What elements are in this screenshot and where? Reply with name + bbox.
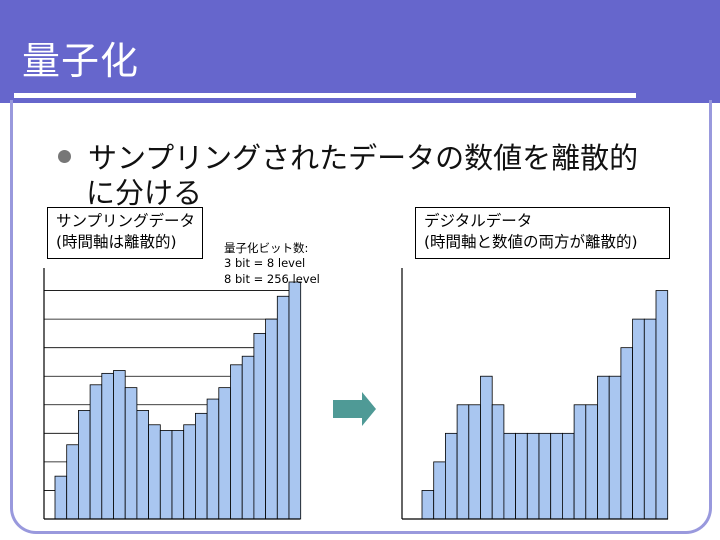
bar-21: [288, 281, 302, 520]
bar-6: [113, 370, 126, 520]
digital-data-label-line2: (時間軸と数値の両方が離散的): [424, 233, 638, 251]
bar-3: [78, 410, 91, 520]
bar-20: [643, 318, 657, 520]
sampled-data-label-line1: サンプリングデータ: [56, 212, 196, 230]
sampled-data-chart: [43, 268, 302, 520]
bullet-text-line1: サンプリングされたデータの数値を離散的: [88, 141, 639, 175]
bar-9: [515, 432, 528, 520]
digital-data-label-line1: デジタルデータ: [424, 212, 533, 230]
digital-data-label: デジタルデータ (時間軸と数値の両方が離散的): [415, 207, 670, 259]
bar-2: [433, 461, 446, 520]
bar-11: [171, 430, 185, 520]
digital-data-chart: [401, 268, 669, 520]
slide-title: 量子化: [22, 39, 140, 83]
bar-14: [206, 398, 220, 520]
bar-8: [503, 432, 516, 520]
quantization-bits-label: 量子化ビット数:: [224, 241, 309, 255]
bar-3: [444, 432, 458, 520]
bar-6: [480, 375, 493, 520]
bar-17: [608, 375, 622, 520]
bar-13: [562, 432, 575, 520]
bar-18: [253, 332, 266, 520]
bar-4: [89, 384, 103, 520]
right-arrow-icon: [333, 392, 376, 426]
bar-10: [526, 432, 540, 520]
bar-17: [241, 355, 255, 520]
bar-4: [456, 404, 470, 520]
sampled-data-label: サンプリングデータ (時間軸は離散的): [47, 207, 203, 259]
bar-1: [421, 490, 435, 520]
bullet-dot-icon: [58, 150, 71, 163]
bar-7: [124, 387, 138, 520]
bar-20: [276, 295, 290, 520]
bar-14: [573, 404, 587, 520]
bullet-text-line2: に分ける: [86, 176, 203, 210]
bar-5: [101, 372, 114, 520]
bar-7: [491, 404, 505, 520]
bar-21: [655, 290, 669, 520]
bar-10: [159, 430, 173, 520]
bar-18: [620, 347, 634, 520]
bar-12: [550, 432, 563, 520]
bar-1: [54, 475, 68, 520]
bar-5: [468, 404, 481, 520]
bar-2: [66, 444, 79, 520]
bar-12: [183, 424, 196, 520]
bar-16: [230, 364, 243, 520]
quantization-3bit-label: 3 bit = 8 level: [224, 256, 306, 270]
quantization-8bit-label: 8 bit = 256 level: [224, 272, 320, 286]
bar-8: [136, 410, 149, 520]
bar-15: [585, 404, 598, 520]
bar-11: [538, 432, 552, 520]
bar-16: [597, 375, 610, 520]
bar-19: [265, 318, 278, 520]
sampled-data-label-line2: (時間軸は離散的): [56, 233, 177, 251]
slide-frame: [10, 100, 712, 534]
bar-19: [632, 318, 645, 520]
bar-9: [148, 424, 161, 520]
title-underline: [14, 93, 636, 98]
bar-15: [218, 387, 231, 520]
title-bar: 量子化: [0, 0, 720, 103]
bar-13: [194, 412, 208, 520]
